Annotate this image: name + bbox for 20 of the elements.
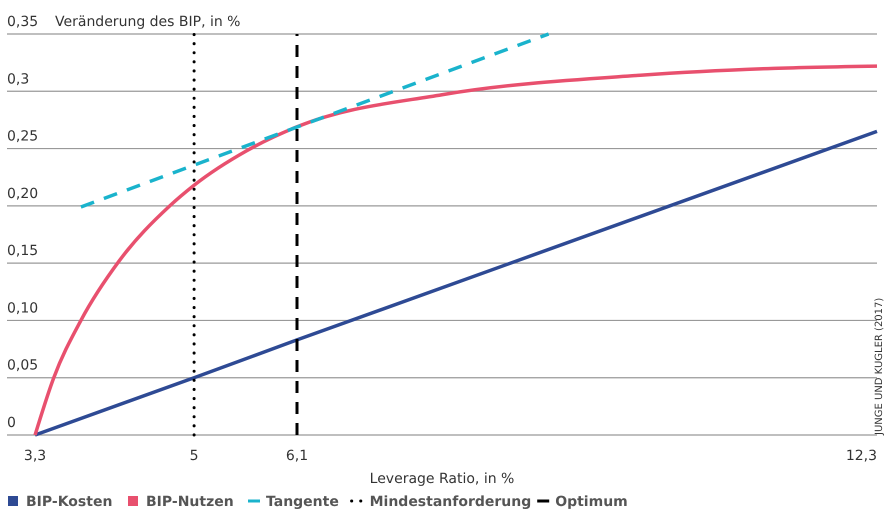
- legend-label: BIP-Nutzen: [146, 494, 234, 510]
- x-axis-title: Leverage Ratio, in %: [370, 471, 514, 487]
- annotation: JUNGE UND KUGLER (2017): [874, 298, 885, 436]
- y-tick-label: 0,05: [7, 358, 38, 374]
- x-tick-label: 6,1: [286, 448, 308, 464]
- x-tick-label: 3,3: [24, 448, 46, 464]
- y-tick-label: 0,15: [7, 243, 38, 260]
- x-tick-label: 12,3: [846, 448, 877, 464]
- legend-label: Mindestanforderung: [370, 494, 532, 510]
- legend-label: BIP-Kosten: [26, 494, 112, 510]
- y-axis-title: Veränderung des BIP, in %: [55, 14, 240, 30]
- y-tick-label: 0,3: [7, 71, 30, 88]
- legend-label: Tangente: [266, 494, 339, 510]
- y-tick-label: 0,10: [7, 300, 38, 316]
- x-tick-label: 5: [190, 448, 199, 464]
- y-tick-label: 0,20: [7, 186, 38, 202]
- y-tick-label: 0,35: [7, 14, 38, 30]
- legend-label: Optimum: [555, 494, 628, 510]
- y-tick-label: 0,25: [7, 128, 38, 145]
- y-tick-label: 0: [7, 415, 16, 431]
